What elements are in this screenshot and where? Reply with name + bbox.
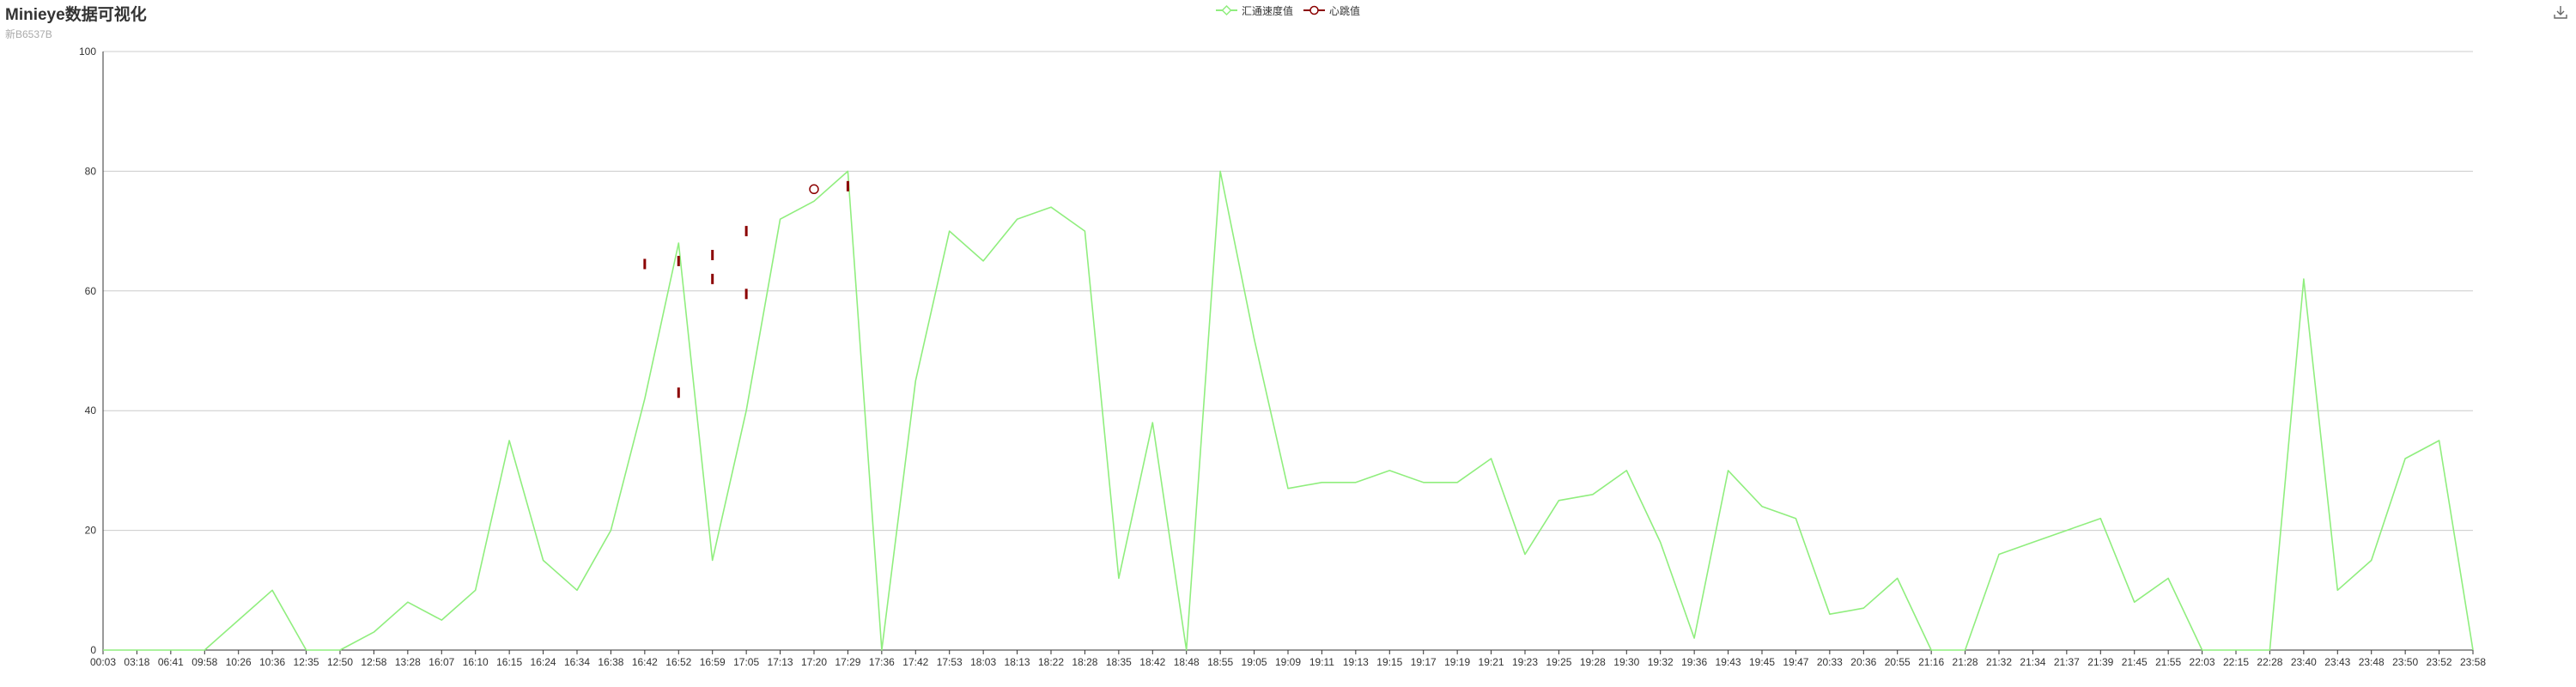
x-tick-label: 21:34 — [2020, 656, 2045, 668]
x-tick-label: 19:45 — [1749, 656, 1775, 668]
x-tick-label: 23:50 — [2392, 656, 2418, 668]
legend-item-heartbeat[interactable]: 心跳值 — [1303, 3, 1360, 18]
x-tick-label: 09:58 — [191, 656, 217, 668]
x-tick-label: 19:13 — [1343, 656, 1369, 668]
x-tick-label: 18:42 — [1139, 656, 1165, 668]
x-tick-label: 21:32 — [1986, 656, 2012, 668]
x-tick-label: 19:43 — [1716, 656, 1741, 668]
x-tick-label: 19:15 — [1376, 656, 1402, 668]
x-tick-label: 16:42 — [632, 656, 658, 668]
x-tick-label: 21:55 — [2155, 656, 2181, 668]
x-tick-label: 22:03 — [2190, 656, 2215, 668]
heartbeat-point — [677, 255, 680, 266]
x-tick-label: 12:58 — [361, 656, 386, 668]
heartbeat-point — [809, 184, 819, 195]
y-tick-label: 20 — [85, 525, 97, 537]
x-tick-label: 19:28 — [1580, 656, 1606, 668]
x-tick-label: 17:29 — [835, 656, 860, 668]
x-tick-label: 19:30 — [1613, 656, 1639, 668]
x-tick-label: 18:35 — [1106, 656, 1132, 668]
x-tick-label: 22:28 — [2257, 656, 2282, 668]
x-tick-label: 16:34 — [564, 656, 590, 668]
x-tick-label: 16:24 — [531, 656, 556, 668]
x-tick-label: 19:05 — [1242, 656, 1267, 668]
x-tick-label: 16:38 — [598, 656, 623, 668]
legend: 汇通速度值 心跳值 — [1216, 2, 1360, 19]
legend-label-speed: 汇通速度值 — [1242, 4, 1294, 17]
legend-label-heartbeat: 心跳值 — [1329, 4, 1361, 17]
x-tick-label: 21:16 — [1918, 656, 1944, 668]
x-tick-label: 21:37 — [2054, 656, 2080, 668]
x-tick-label: 17:05 — [733, 656, 759, 668]
x-tick-label: 21:39 — [2087, 656, 2113, 668]
x-tick-label: 19:25 — [1546, 656, 1571, 668]
y-tick-label: 60 — [85, 285, 97, 297]
x-tick-label: 18:03 — [970, 656, 996, 668]
x-tick-label: 17:36 — [869, 656, 895, 668]
x-tick-label: 06:41 — [158, 656, 184, 668]
x-tick-label: 16:10 — [463, 656, 489, 668]
x-tick-label: 23:48 — [2359, 656, 2385, 668]
heartbeat-point — [643, 258, 647, 270]
x-tick-label: 23:52 — [2427, 656, 2452, 668]
x-tick-label: 00:03 — [90, 656, 116, 668]
y-tick-label: 0 — [90, 644, 96, 656]
x-tick-label: 10:26 — [226, 656, 252, 668]
y-tick-label: 40 — [85, 404, 97, 416]
legend-item-speed[interactable]: 汇通速度值 — [1216, 3, 1293, 18]
x-tick-label: 22:15 — [2223, 656, 2249, 668]
heartbeat-point — [711, 249, 714, 260]
legend-swatch-speed — [1216, 4, 1237, 16]
x-tick-label: 17:42 — [902, 656, 928, 668]
x-tick-label: 16:52 — [665, 656, 691, 668]
y-tick-label: 80 — [85, 165, 97, 177]
x-tick-label: 21:45 — [2122, 656, 2148, 668]
x-tick-label: 18:22 — [1038, 656, 1064, 668]
x-tick-label: 19:17 — [1411, 656, 1437, 668]
x-tick-label: 19:11 — [1309, 656, 1334, 668]
heartbeat-point — [846, 180, 849, 192]
y-tick-label: 100 — [79, 46, 96, 58]
heartbeat-point — [744, 289, 748, 300]
x-tick-label: 19:23 — [1512, 656, 1538, 668]
x-tick-label: 17:20 — [801, 656, 827, 668]
x-tick-label: 17:13 — [768, 656, 793, 668]
x-tick-label: 12:35 — [294, 656, 319, 668]
legend-swatch-heartbeat — [1303, 5, 1326, 15]
x-tick-label: 21:28 — [1953, 656, 1978, 668]
x-tick-label: 13:28 — [395, 656, 421, 668]
x-tick-label: 23:40 — [2291, 656, 2317, 668]
x-tick-label: 23:58 — [2460, 656, 2486, 668]
x-tick-label: 12:50 — [327, 656, 353, 668]
x-tick-label: 19:47 — [1783, 656, 1808, 668]
download-icon[interactable] — [2552, 3, 2569, 21]
x-tick-label: 19:36 — [1681, 656, 1707, 668]
x-tick-label: 16:59 — [700, 656, 726, 668]
x-tick-label: 18:13 — [1005, 656, 1030, 668]
heartbeat-point — [744, 226, 748, 237]
heartbeat-point — [711, 273, 714, 284]
x-tick-label: 18:28 — [1072, 656, 1097, 668]
x-tick-label: 19:32 — [1648, 656, 1674, 668]
x-tick-label: 20:55 — [1885, 656, 1911, 668]
x-tick-label: 19:09 — [1275, 656, 1301, 668]
x-tick-label: 16:07 — [428, 656, 454, 668]
heartbeat-point — [677, 387, 680, 398]
x-tick-label: 19:21 — [1479, 656, 1504, 668]
x-tick-label: 18:55 — [1207, 656, 1233, 668]
x-tick-label: 19:19 — [1444, 656, 1470, 668]
x-tick-label: 18:48 — [1174, 656, 1200, 668]
x-tick-label: 16:15 — [496, 656, 522, 668]
series-line-speed — [103, 170, 2474, 651]
chart-title: Minieye数据可视化 — [5, 6, 147, 24]
chart-subtitle: 新B6537B — [5, 28, 52, 40]
x-tick-label: 03:18 — [124, 656, 149, 668]
x-tick-label: 20:33 — [1817, 656, 1843, 668]
x-tick-label: 17:53 — [937, 656, 963, 668]
x-tick-label: 20:36 — [1850, 656, 1876, 668]
x-tick-label: 10:36 — [259, 656, 285, 668]
x-tick-label: 23:43 — [2324, 656, 2350, 668]
